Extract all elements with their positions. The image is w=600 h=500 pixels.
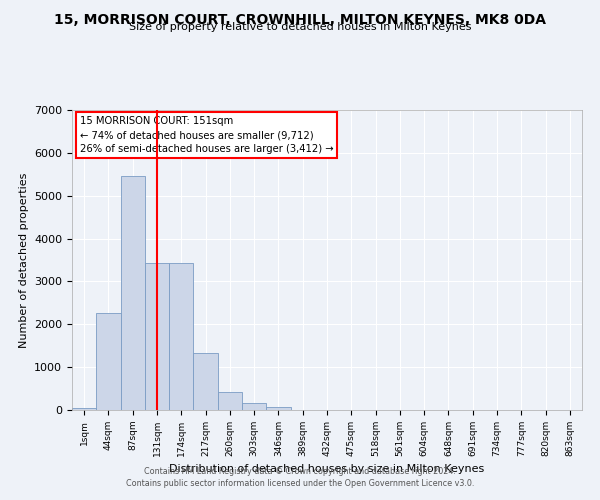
Text: 15, MORRISON COURT, CROWNHILL, MILTON KEYNES, MK8 0DA: 15, MORRISON COURT, CROWNHILL, MILTON KE…: [54, 12, 546, 26]
Bar: [72, 408, 96, 410]
Bar: [121, 176, 145, 410]
Bar: [169, 264, 193, 410]
X-axis label: Distribution of detached houses by size in Milton Keynes: Distribution of detached houses by size …: [169, 464, 485, 474]
Text: Contains HM Land Registry data © Crown copyright and database right 2024.
Contai: Contains HM Land Registry data © Crown c…: [126, 466, 474, 487]
Bar: [96, 312, 121, 410]
Bar: [145, 264, 169, 410]
Text: 15 MORRISON COURT: 151sqm
← 74% of detached houses are smaller (9,712)
26% of se: 15 MORRISON COURT: 151sqm ← 74% of detac…: [80, 116, 333, 154]
Bar: [266, 408, 290, 410]
Bar: [242, 402, 266, 410]
Y-axis label: Number of detached properties: Number of detached properties: [19, 172, 29, 348]
Bar: [218, 392, 242, 410]
Bar: [193, 353, 218, 410]
Text: Size of property relative to detached houses in Milton Keynes: Size of property relative to detached ho…: [129, 22, 471, 32]
